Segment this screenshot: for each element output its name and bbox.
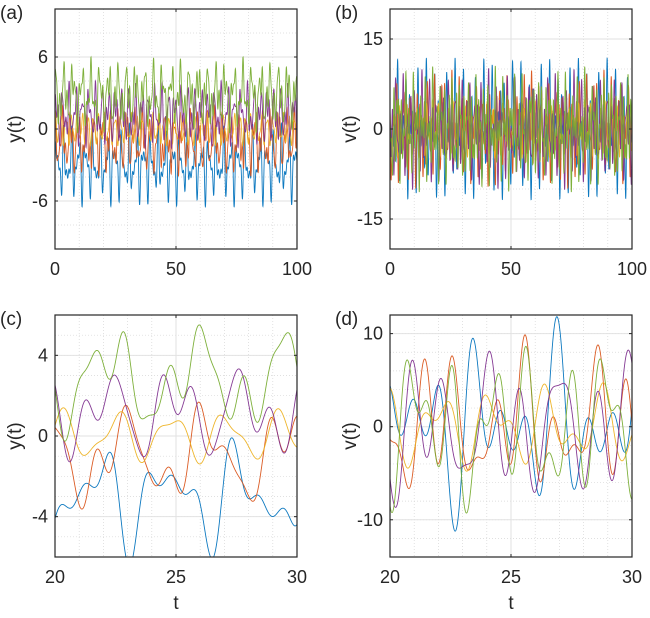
series-line-3 bbox=[55, 407, 297, 465]
y-axis-label: v(t) bbox=[340, 115, 361, 142]
series-line-2 bbox=[55, 401, 297, 510]
y-tick-label: 0 bbox=[38, 426, 48, 446]
series-line-1 bbox=[55, 121, 297, 209]
panel-label: (d) bbox=[335, 309, 358, 330]
y-tick-label: 6 bbox=[38, 47, 48, 67]
x-tick-label: 25 bbox=[166, 567, 186, 587]
y-tick-label: -4 bbox=[32, 507, 48, 527]
x-tick-label: 100 bbox=[617, 259, 647, 279]
series-line-5 bbox=[55, 55, 297, 136]
series-group bbox=[390, 316, 632, 532]
y-tick-label: 10 bbox=[363, 324, 383, 344]
x-axis-label: t bbox=[508, 593, 514, 614]
x-axis-label: t bbox=[173, 593, 179, 614]
y-axis-label: y(t) bbox=[5, 115, 26, 142]
x-tick-label: 0 bbox=[385, 259, 395, 279]
x-tick-label: 0 bbox=[50, 259, 60, 279]
x-tick-label: 50 bbox=[501, 259, 521, 279]
x-tick-label: 20 bbox=[380, 567, 400, 587]
y-tick-label: 4 bbox=[38, 345, 48, 365]
series-group bbox=[55, 55, 297, 209]
y-tick-label: -6 bbox=[32, 191, 48, 211]
y-tick-label: 15 bbox=[363, 29, 383, 49]
series-line-2 bbox=[390, 334, 632, 490]
x-tick-label: 30 bbox=[287, 567, 307, 587]
series-line-5 bbox=[55, 324, 297, 442]
panel-c: 20 25 30 -4 0 4 y(t) t (c) bbox=[0, 309, 307, 614]
panel-d: 20 25 30 -10 0 10 v(t) t (d) bbox=[335, 309, 642, 614]
series-line-4 bbox=[55, 368, 297, 463]
series-line-4 bbox=[390, 349, 632, 508]
y-tick-label: 0 bbox=[373, 417, 383, 437]
x-tick-label: 50 bbox=[166, 259, 186, 279]
y-axis-label: v(t) bbox=[340, 422, 361, 449]
y-tick-label: -10 bbox=[357, 510, 383, 530]
panel-label: (b) bbox=[335, 3, 358, 24]
y-tick-label: -15 bbox=[357, 209, 383, 229]
series-line-5 bbox=[390, 345, 632, 514]
panel-a: 0 50 100 -6 0 6 y(t) (a) bbox=[0, 3, 312, 279]
panel-b: 0 50 100 -15 0 15 v(t) (b) bbox=[335, 3, 647, 279]
series-group bbox=[390, 57, 632, 201]
x-tick-label: 25 bbox=[501, 567, 521, 587]
series-line-3 bbox=[55, 111, 297, 147]
y-tick-label: 0 bbox=[373, 119, 383, 139]
series-group bbox=[55, 324, 297, 557]
x-tick-label: 20 bbox=[45, 567, 65, 587]
x-tick-label: 30 bbox=[622, 567, 642, 587]
panel-label: (c) bbox=[0, 309, 22, 330]
series-line-5 bbox=[390, 65, 632, 193]
x-tick-label: 100 bbox=[282, 259, 312, 279]
panel-label: (a) bbox=[0, 3, 23, 24]
y-axis-label: y(t) bbox=[5, 422, 26, 449]
y-tick-label: 0 bbox=[38, 119, 48, 139]
series-line-4 bbox=[55, 79, 297, 151]
